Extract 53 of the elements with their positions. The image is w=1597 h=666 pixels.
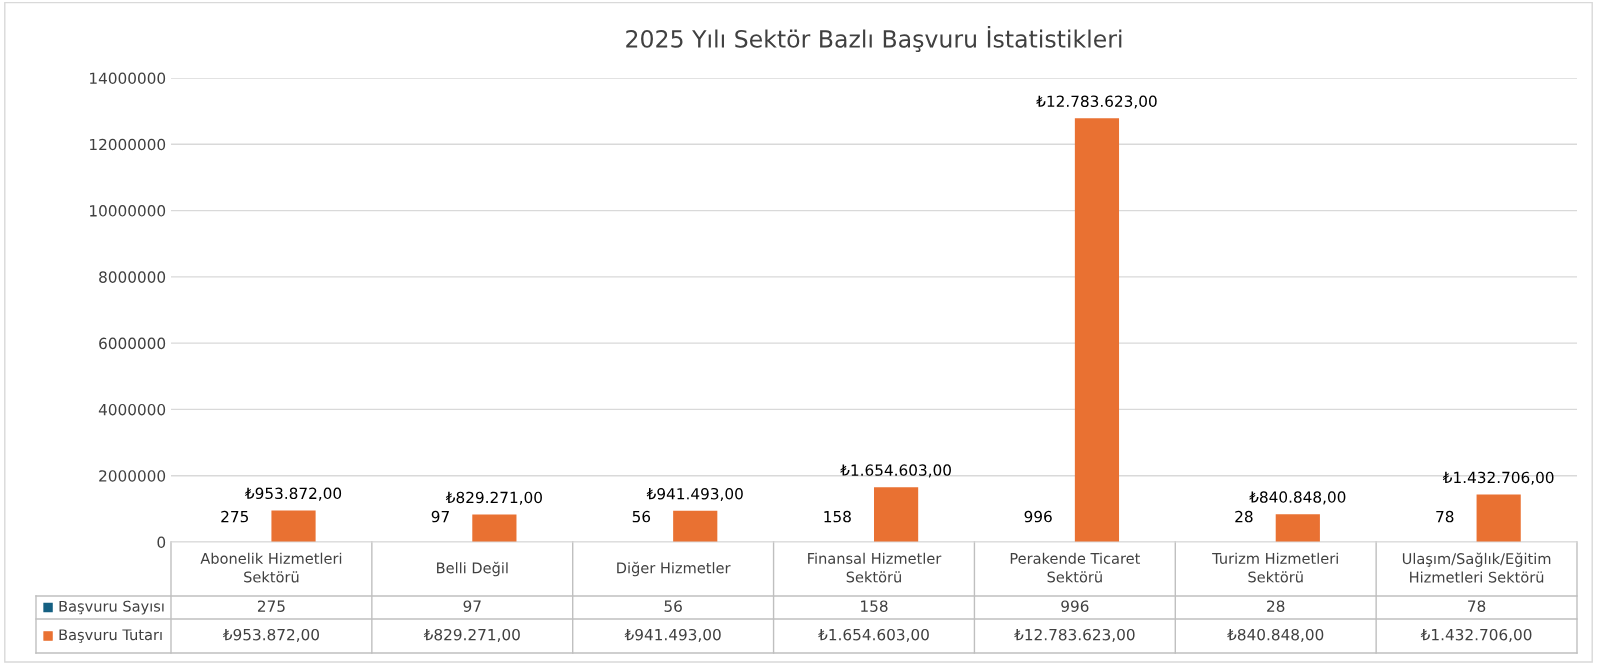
data-label: ₺1.654.603,00 xyxy=(818,628,929,642)
x-tick-label: Finansal Hizmetler Sektörü xyxy=(808,552,942,583)
bar xyxy=(1476,494,1521,542)
data-label: 996 xyxy=(1061,600,1089,612)
bar xyxy=(1275,514,1320,542)
text: ₺12.783.623,00 xyxy=(1036,95,1157,109)
x-tick-label: Ulaşım/Sağlık/Eğitim Hizmetleri Sektörü xyxy=(1402,552,1551,583)
data-label: ₺840.848,00 xyxy=(1227,628,1324,642)
y-tick-label: 12000000 xyxy=(90,138,166,151)
data-label: ₺12.783.623,00 xyxy=(1014,628,1135,642)
y-tick-label: 6000000 xyxy=(99,337,166,350)
text: ₺941.493,00 xyxy=(646,487,743,502)
y-tick-label: 4000000 xyxy=(98,403,166,416)
legend-label: Başvuru Tutarı xyxy=(59,629,162,643)
text: 78 xyxy=(1436,510,1454,523)
data-label: 158 xyxy=(861,600,888,612)
text: 28 xyxy=(1235,510,1253,523)
text: ₺840.848,00 xyxy=(1249,491,1346,505)
text: ₺953.872,00 xyxy=(245,487,342,501)
text: 275 xyxy=(221,510,248,523)
data-label: 78 xyxy=(1468,600,1486,612)
data-label: 275 xyxy=(257,600,285,612)
data-label: ₺829.271,00 xyxy=(423,628,520,642)
y-tick-label: 8000000 xyxy=(99,271,166,283)
y-tick-label: 14000000 xyxy=(90,72,166,85)
chart-title: 2025 Yılı Sektör Bazlı Başvuru İstatistikleri xyxy=(626,25,1122,52)
y-tick-label: 0 xyxy=(157,536,166,549)
text: 97 xyxy=(431,510,449,523)
text: 158 xyxy=(824,510,851,523)
data-label: ₺953.872,00 xyxy=(222,628,320,642)
data-label: 28 xyxy=(1267,600,1285,612)
x-tick-label: Perakende Ticaret Sektörü xyxy=(1010,552,1140,583)
legend-label: Başvuru Sayısı xyxy=(59,600,164,615)
text: ₺1.432.706,00 xyxy=(1442,471,1554,485)
text: ₺1.654.603,00 xyxy=(840,464,951,478)
y-tick-label: 2000000 xyxy=(99,470,166,482)
x-tick-label: Belli Değil xyxy=(437,561,508,577)
bar xyxy=(1074,118,1120,542)
x-tick-label: Diğer Hizmetler xyxy=(617,561,731,577)
data-label: ₺941.493,00 xyxy=(624,628,721,642)
bar xyxy=(874,487,919,542)
data-label: ₺1.432.706,00 xyxy=(1420,628,1532,642)
y-tick-label: 10000000 xyxy=(90,205,166,217)
bar xyxy=(472,514,517,542)
text: ₺829.271,00 xyxy=(445,491,542,505)
data-label: 56 xyxy=(664,600,682,612)
x-tick-label: Abonelik Hizmetleri Sektörü xyxy=(200,552,342,583)
text: 996 xyxy=(1024,510,1052,523)
text: 56 xyxy=(632,510,651,523)
bar xyxy=(271,510,316,542)
bar xyxy=(673,510,718,542)
data-label: 97 xyxy=(463,600,481,612)
x-tick-label: Turizm Hizmetleri Sektörü xyxy=(1212,552,1338,583)
